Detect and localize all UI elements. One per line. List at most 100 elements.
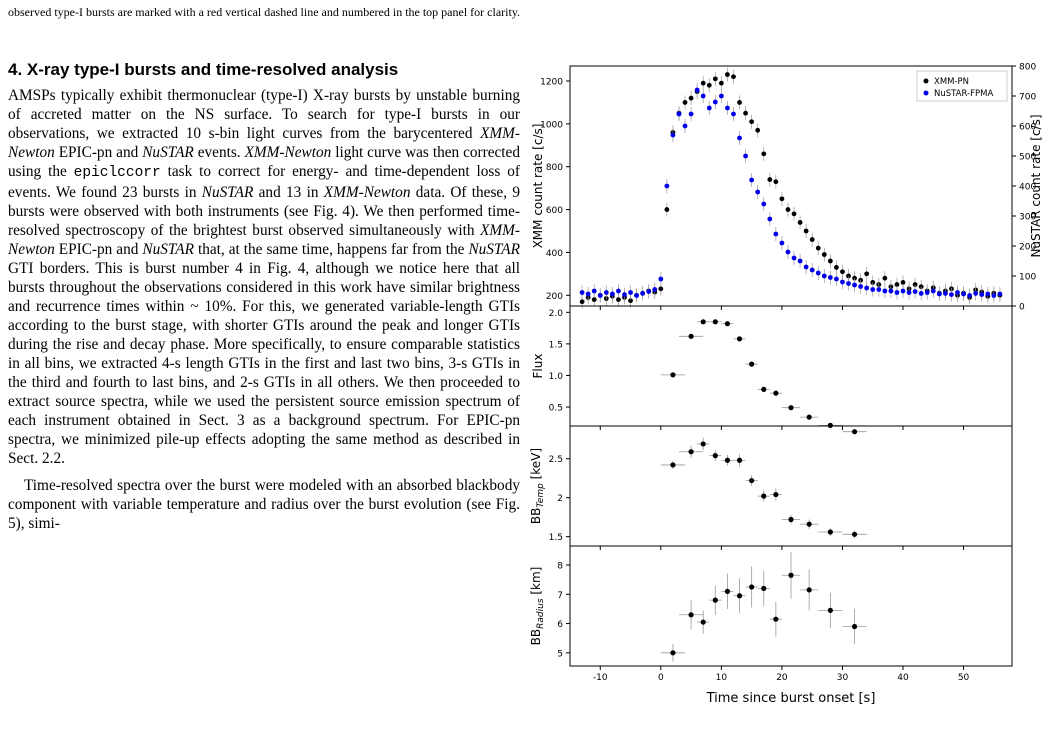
data-point — [724, 457, 731, 463]
text-run: task to correct for energy- and time-dep… — [8, 163, 520, 201]
text-run: AMSPs typically exhibit thermonuclear (t… — [8, 87, 520, 142]
data-point — [767, 177, 773, 182]
data-point — [979, 292, 985, 297]
data-point — [712, 453, 718, 459]
y-tick-label: 6 — [557, 620, 563, 630]
data-point — [761, 386, 767, 392]
data-point — [788, 405, 794, 411]
data-point — [622, 292, 627, 297]
data-point — [658, 276, 664, 282]
y-tick-label: 7 — [557, 591, 563, 601]
data-point — [688, 449, 694, 455]
data-point — [737, 135, 742, 141]
data-point — [725, 105, 730, 111]
data-point — [918, 291, 924, 296]
y-right-axis-label: NuSTAR count rate [c/s] — [1029, 114, 1043, 257]
data-point — [851, 531, 858, 537]
data-point — [755, 127, 761, 133]
data-point — [743, 110, 748, 116]
data-point — [579, 290, 585, 295]
italic-run: XMM-Newton — [8, 222, 520, 258]
data-point — [773, 616, 779, 622]
data-point — [609, 291, 615, 297]
data-point — [743, 153, 748, 159]
data-point — [688, 612, 694, 618]
italic-run: XMM-Newton — [8, 125, 520, 161]
data-point — [731, 74, 736, 80]
x-tick-label: 30 — [837, 673, 849, 683]
data-point — [852, 282, 857, 288]
data-point — [579, 299, 585, 305]
data-point — [603, 290, 609, 295]
data-point — [628, 298, 633, 304]
panel-bb-radius: 5 6 7 8 BBRadius [km] -10 0 10 20 30 40 50 Time sinc… — [529, 545, 1013, 706]
data-point — [761, 201, 767, 207]
data-point — [797, 258, 803, 264]
panel-frame — [569, 65, 1013, 307]
data-point — [955, 290, 960, 295]
y-tick-label: 2.0 — [549, 309, 564, 319]
italic-run: NuSTAR — [142, 241, 194, 258]
data-point — [791, 211, 797, 217]
y-right-tick-label: 200 — [1019, 243, 1036, 253]
data-point — [773, 390, 779, 396]
data-point — [840, 269, 845, 275]
data-point — [670, 462, 676, 468]
data-point — [749, 584, 755, 590]
data-point — [882, 288, 888, 294]
y-right-tick-label: 300 — [1019, 213, 1036, 223]
data-point — [788, 516, 794, 523]
data-point — [682, 123, 688, 129]
data-point — [851, 623, 858, 630]
y-tick-label: 5 — [557, 649, 563, 659]
data-point — [658, 286, 664, 292]
x-tick-label: 10 — [716, 673, 728, 683]
y-axis-label: Flux — [531, 354, 545, 379]
data-point — [864, 271, 870, 277]
data-point — [785, 249, 791, 255]
data-point — [942, 291, 948, 296]
data-point — [806, 414, 812, 420]
data-point — [718, 80, 724, 86]
paragraph-2: Time-resolved spectra over the burst wer… — [8, 477, 520, 532]
data-point — [803, 264, 809, 270]
y-label-unit: [km] — [529, 567, 543, 599]
data-point — [900, 288, 906, 294]
x-tick-label: 0 — [658, 673, 664, 683]
section-number: 4. — [8, 60, 23, 79]
data-point — [664, 207, 670, 212]
data-point — [749, 177, 755, 183]
x-tick-label: -10 — [593, 673, 608, 683]
data-point — [809, 237, 815, 242]
data-point — [616, 297, 621, 302]
y-tick-label: 2.5 — [549, 455, 563, 465]
data-point — [712, 99, 718, 105]
data-point — [882, 275, 888, 281]
data-point — [985, 291, 991, 297]
y-tick-label: 8 — [557, 562, 563, 572]
y-label-sub: Radius — [536, 598, 546, 629]
y-right-tick-label: 100 — [1019, 273, 1036, 283]
y-tick-label: 600 — [546, 206, 563, 216]
data-point — [718, 93, 724, 99]
x-tick-label: 50 — [958, 673, 970, 683]
figure-caption-tail: observed type-I bursts are marked with a… — [8, 5, 521, 19]
data-point — [670, 132, 676, 138]
data-point — [827, 422, 833, 428]
data-point — [973, 291, 979, 296]
x-tick-label: 40 — [897, 673, 909, 683]
section-heading: 4. X-ray type-I bursts and time-resolved… — [8, 60, 398, 80]
data-point — [749, 361, 755, 367]
panel-frame — [569, 425, 1013, 547]
y-right-tick-label: 800 — [1019, 63, 1036, 73]
data-point — [949, 292, 954, 297]
data-point — [597, 293, 603, 298]
data-point — [773, 491, 779, 498]
legend-marker — [923, 90, 929, 96]
data-point — [755, 189, 761, 195]
data-point — [894, 282, 900, 287]
italic-run: NuSTAR — [142, 144, 194, 161]
data-point — [591, 297, 597, 302]
